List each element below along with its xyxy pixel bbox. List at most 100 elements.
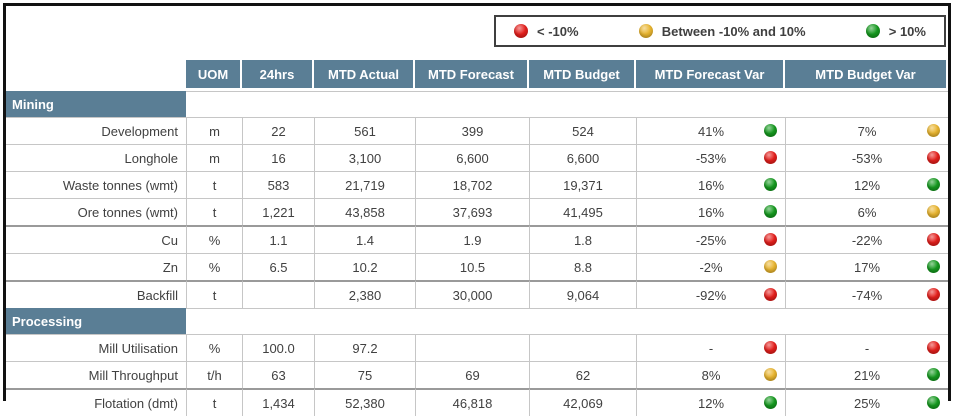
cell-mtd-budget-var: 17% <box>785 253 948 280</box>
row-label: Mill Utilisation <box>6 334 186 361</box>
column-header-24hrs: 24hrs <box>242 60 314 88</box>
cell-mtd-forecast-var: 8% <box>636 361 785 388</box>
column-header-uom: UOM <box>186 60 242 88</box>
green-status-dot <box>927 396 940 409</box>
cell-mtd-budget-var: 25% <box>785 388 948 416</box>
cell-uom: t <box>186 171 242 198</box>
cell-uom: % <box>186 253 242 280</box>
cell-24hrs: 1,434 <box>242 388 314 416</box>
cell-mtd-budget: 41,495 <box>529 198 636 225</box>
cell-uom: t <box>186 280 242 308</box>
top-bar: < -10% Between -10% and 10% > 10% <box>6 6 948 60</box>
legend-label-red: < -10% <box>537 23 579 39</box>
cell-mtd-actual: 10.2 <box>314 253 415 280</box>
mtd-budget-var-value: -74% <box>851 287 883 303</box>
cell-mtd-budget: 1.8 <box>529 225 636 253</box>
legend-item-yellow: Between -10% and 10% <box>638 24 806 39</box>
cell-mtd-budget: 6,600 <box>529 144 636 171</box>
cell-mtd-forecast-var: -25% <box>636 225 785 253</box>
cell-uom: t/h <box>186 361 242 388</box>
mtd-forecast-var-value: 12% <box>697 395 725 411</box>
column-header-mtd-budget-var: MTD Budget Var <box>785 60 948 88</box>
cell-mtd-forecast-var: 41% <box>636 117 785 144</box>
cell-mtd-actual: 97.2 <box>314 334 415 361</box>
cell-mtd-budget-var: 12% <box>785 171 948 198</box>
cell-mtd-forecast-var: -92% <box>636 280 785 308</box>
cell-mtd-budget: 9,064 <box>529 280 636 308</box>
green-status-dot <box>927 260 940 273</box>
red-status-dot <box>927 341 940 354</box>
green-status-dot <box>764 205 777 218</box>
cell-mtd-forecast: 1.9 <box>415 225 529 253</box>
cell-uom: t <box>186 198 242 225</box>
cell-24hrs: 22 <box>242 117 314 144</box>
row-label: Development <box>6 117 186 144</box>
cell-mtd-budget-var: -22% <box>785 225 948 253</box>
green-status-dot <box>764 178 777 191</box>
cell-mtd-forecast <box>415 334 529 361</box>
mtd-forecast-var-value: -92% <box>695 287 727 303</box>
green-status-dot <box>764 124 777 137</box>
mtd-budget-var-value: 21% <box>853 367 881 383</box>
cell-mtd-forecast-var: -2% <box>636 253 785 280</box>
cell-24hrs: 6.5 <box>242 253 314 280</box>
mtd-forecast-var-value: 16% <box>697 204 725 220</box>
green-status-dot <box>927 368 940 381</box>
header-corner-cell <box>6 60 186 88</box>
cell-uom: t <box>186 388 242 416</box>
row-label: Backfill <box>6 280 186 308</box>
mtd-forecast-var-value: 16% <box>697 177 725 193</box>
cell-mtd-forecast-var: - <box>636 334 785 361</box>
mtd-budget-var-value: 17% <box>853 259 881 275</box>
green-status-dot <box>927 178 940 191</box>
red-status-dot <box>927 151 940 164</box>
red-status-dot <box>927 233 940 246</box>
red-status-dot <box>764 288 777 301</box>
cell-24hrs: 1,221 <box>242 198 314 225</box>
legend-item-red: < -10% <box>514 24 579 39</box>
table-header-row: UOM 24hrs MTD Actual MTD Forecast MTD Budget… <box>6 60 948 88</box>
cell-mtd-forecast-var: 12% <box>636 388 785 416</box>
mtd-budget-var-value: 7% <box>857 123 877 139</box>
row-label: Cu <box>6 225 186 253</box>
yellow-status-dot <box>927 124 940 137</box>
cell-mtd-budget-var: 21% <box>785 361 948 388</box>
red-status-dot <box>764 341 777 354</box>
row-label: Flotation (dmt) <box>6 388 186 416</box>
cell-mtd-budget-var: 6% <box>785 198 948 225</box>
cell-mtd-budget-var: - <box>785 334 948 361</box>
mtd-forecast-var-value: 41% <box>697 123 725 139</box>
cell-mtd-budget-var: 7% <box>785 117 948 144</box>
cell-uom: m <box>186 117 242 144</box>
cell-uom: % <box>186 225 242 253</box>
cell-mtd-forecast: 37,693 <box>415 198 529 225</box>
column-header-mtd-actual: MTD Actual <box>314 60 415 88</box>
row-label: Zn <box>6 253 186 280</box>
cell-mtd-forecast: 46,818 <box>415 388 529 416</box>
cell-mtd-forecast: 69 <box>415 361 529 388</box>
column-header-mtd-forecast-var: MTD Forecast Var <box>636 60 785 88</box>
cell-mtd-budget-var: -74% <box>785 280 948 308</box>
legend-item-green: > 10% <box>865 23 926 39</box>
cell-mtd-budget-var: -53% <box>785 144 948 171</box>
cell-mtd-forecast: 399 <box>415 117 529 144</box>
yellow-status-dot <box>764 260 777 273</box>
cell-24hrs <box>242 280 314 308</box>
mtd-budget-var-value: - <box>864 340 870 356</box>
cell-mtd-budget: 19,371 <box>529 171 636 198</box>
section-header-mining: Mining <box>6 91 186 117</box>
red-status-dot <box>927 288 940 301</box>
mtd-forecast-var-value: 8% <box>701 367 721 383</box>
mtd-forecast-var-value: -53% <box>695 150 727 166</box>
cell-mtd-actual: 52,380 <box>314 388 415 416</box>
cell-mtd-forecast: 10.5 <box>415 253 529 280</box>
cell-mtd-budget: 62 <box>529 361 636 388</box>
red-status-icon <box>514 24 528 38</box>
green-status-dot <box>764 396 777 409</box>
red-status-dot <box>764 151 777 164</box>
column-header-mtd-budget: MTD Budget <box>529 60 636 88</box>
yellow-status-icon <box>638 24 653 38</box>
mtd-budget-var-value: -53% <box>851 150 883 166</box>
green-status-icon <box>865 24 880 38</box>
legend-label-green: > 10% <box>888 23 926 39</box>
